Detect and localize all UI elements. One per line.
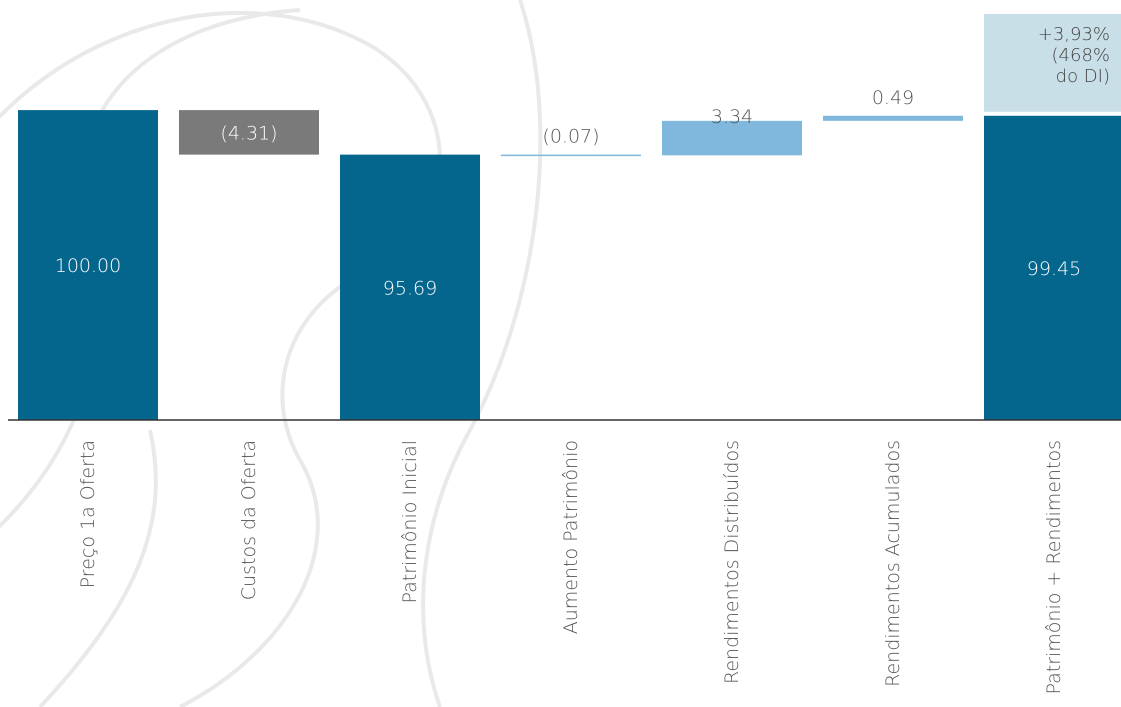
annotation-layer: +3,93%(468%do DI) <box>984 14 1121 112</box>
annotation-box <box>984 14 1121 112</box>
value-label-patrimonio-rendimentos: 99.45 <box>1027 258 1081 280</box>
labels-layer: 100.00 (4.31) 95.69 (0.07) 3.34 0.49 99.45 <box>55 87 1081 300</box>
bar-rendimentos-distribuidos <box>662 120 802 156</box>
bar-custos-da-oferta <box>179 110 319 155</box>
annotation-line-2: (468% <box>1052 45 1110 66</box>
bar-preco-1a-oferta <box>18 110 158 420</box>
bars-layer <box>18 110 1121 421</box>
annotation-line-1: +3,93% <box>1038 24 1110 45</box>
value-label-custos-da-oferta: (4.31) <box>220 122 277 144</box>
value-label-patrimonio-inicial: 95.69 <box>383 277 437 299</box>
tick-label-rendimentos-distribuidos: Rendimentos Distribuídos <box>721 440 743 684</box>
tick-label-aumento-patrimonio: Aumento Patrimônio <box>560 440 582 634</box>
annotation-line-3: do DI) <box>1056 66 1110 87</box>
value-label-aumento-patrimonio: (0.07) <box>542 126 599 148</box>
tick-label-rendimentos-acumulados: Rendimentos Acumulados <box>882 440 904 687</box>
tick-label-preco-1a-oferta: Preço 1a Oferta <box>77 440 99 588</box>
bar-patrimonio-inicial <box>340 154 480 420</box>
tick-label-custos-da-oferta: Custos da Oferta <box>238 440 260 600</box>
bar-patrimonio-rendimentos <box>984 115 1121 421</box>
value-label-rendimentos-acumulados: 0.49 <box>872 87 914 109</box>
value-label-preco-1a-oferta: 100.00 <box>55 255 121 277</box>
value-label-rendimentos-distribuidos: 3.34 <box>711 106 753 128</box>
tick-label-patrimonio-inicial: Patrimônio Inicial <box>399 440 421 603</box>
x-axis-tick-labels: Preço 1a Oferta Custos da Oferta Patrimôni… <box>77 440 1065 695</box>
bar-aumento-patrimonio <box>501 154 641 157</box>
bar-rendimentos-acumulados <box>823 115 963 121</box>
tick-label-patrimonio-rendimentos: Patrimônio + Rendimentos <box>1043 440 1065 695</box>
